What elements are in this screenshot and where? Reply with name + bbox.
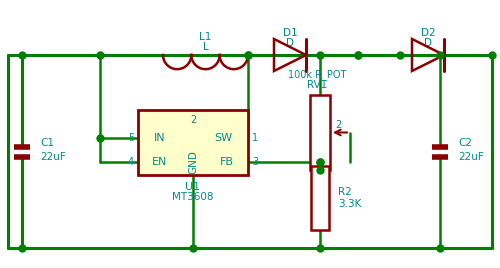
Text: R2: R2 — [338, 187, 352, 197]
Text: 3: 3 — [252, 157, 258, 167]
Text: FB: FB — [220, 157, 234, 167]
Text: SW: SW — [214, 133, 232, 143]
Text: L1: L1 — [200, 32, 211, 42]
Text: 3.3K: 3.3K — [338, 199, 361, 209]
Text: 1: 1 — [252, 133, 258, 143]
Text: 2: 2 — [190, 115, 196, 125]
Text: IN: IN — [154, 133, 166, 143]
Text: D2: D2 — [420, 28, 436, 38]
Text: 22uF: 22uF — [458, 152, 484, 162]
Text: D: D — [424, 38, 432, 48]
Text: U1: U1 — [186, 182, 200, 192]
Text: EN: EN — [152, 157, 168, 167]
Text: 22uF: 22uF — [40, 152, 66, 162]
Text: C1: C1 — [40, 139, 54, 148]
Text: 5: 5 — [128, 133, 134, 143]
Text: RV1: RV1 — [307, 80, 327, 90]
Text: L: L — [202, 42, 208, 52]
Bar — [311, 166, 329, 230]
Text: D: D — [286, 38, 294, 48]
Text: MT3608: MT3608 — [172, 192, 214, 202]
Bar — [310, 95, 330, 170]
Bar — [138, 110, 248, 175]
Text: C2: C2 — [458, 139, 472, 148]
Text: 4: 4 — [128, 157, 134, 167]
Text: 2: 2 — [335, 120, 341, 129]
Text: D1: D1 — [282, 28, 298, 38]
Text: GND: GND — [188, 150, 198, 174]
Text: 100k R_POT: 100k R_POT — [288, 70, 346, 80]
